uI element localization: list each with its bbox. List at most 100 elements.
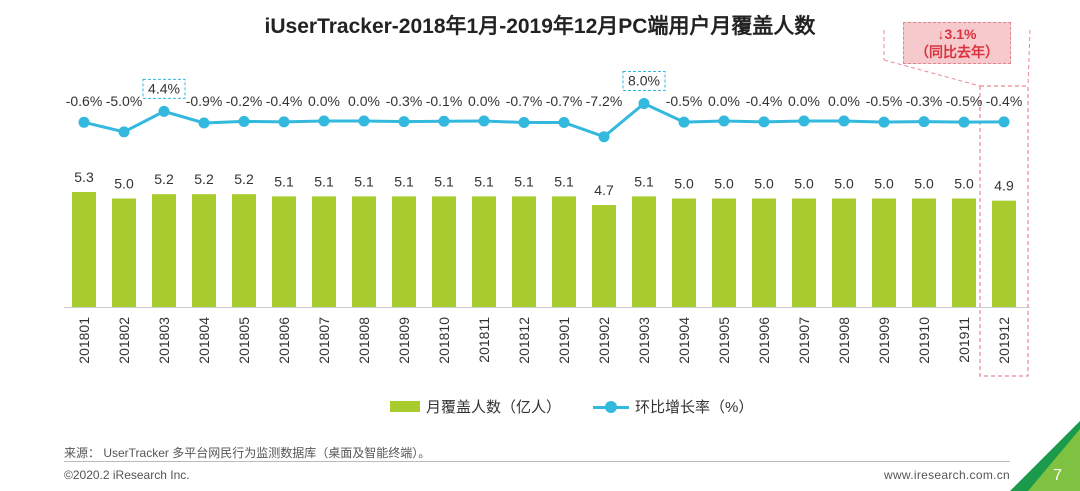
bar-label-201910: 5.0 <box>914 176 934 192</box>
growth-label-201801: -0.6% <box>66 93 103 109</box>
bar-label-201804: 5.2 <box>194 171 214 187</box>
highlight-label-box-201803 <box>142 78 186 99</box>
growth-point-201912 <box>998 116 1010 128</box>
growth-point-201903 <box>638 98 650 110</box>
growth-point-201908 <box>838 115 850 127</box>
bar-label-201903: 5.1 <box>634 173 654 189</box>
bar-label-201803: 5.2 <box>154 171 174 187</box>
category-label-201804: 201804 <box>196 317 212 364</box>
growth-label-201903: 8.0% <box>628 73 660 89</box>
bar-201903 <box>632 196 656 307</box>
bar-label-201911: 5.0 <box>954 176 974 192</box>
bar-201808 <box>352 196 376 307</box>
category-label-201801: 201801 <box>76 317 92 364</box>
category-label-201909: 201909 <box>876 317 892 364</box>
category-label-201905: 201905 <box>716 317 732 364</box>
growth-label-201912: -0.4% <box>986 93 1023 109</box>
legend-bar-label: 月覆盖人数（亿人） <box>426 399 562 416</box>
growth-label-201803: 4.4% <box>148 80 180 96</box>
bar-201912 <box>992 200 1016 307</box>
bar-label-201801: 5.3 <box>74 169 94 185</box>
category-label-201811: 201811 <box>476 317 492 363</box>
growth-point-201901 <box>558 117 570 129</box>
highlight-box <box>979 85 1029 377</box>
growth-point-201806 <box>278 116 290 128</box>
bar-label-201810: 5.1 <box>434 173 454 189</box>
category-label-201904: 201904 <box>676 317 692 364</box>
growth-point-201804 <box>198 117 210 129</box>
growth-point-201801 <box>78 116 90 128</box>
category-label-201901: 201901 <box>556 317 572 364</box>
category-label-201802: 201802 <box>116 317 132 364</box>
bar-201907 <box>792 198 816 307</box>
growth-point-201808 <box>358 115 370 127</box>
category-label-201807: 201807 <box>316 317 332 364</box>
bar-label-201811: 5.1 <box>474 173 494 189</box>
growth-point-201909 <box>878 116 890 128</box>
yoy-callout-value: ↓3.1% <box>937 26 977 42</box>
legend-line-label: 环比增长率（%） <box>635 399 754 416</box>
growth-point-201802 <box>118 126 130 138</box>
yoy-callout-label: （同比去年） <box>915 44 999 60</box>
bar-201905 <box>712 198 736 307</box>
growth-label-201810: -0.1% <box>426 93 463 109</box>
bar-label-201805: 5.2 <box>234 171 254 187</box>
highlight-connector <box>1027 29 1031 87</box>
growth-point-201906 <box>758 116 770 128</box>
bar-label-201907: 5.0 <box>794 176 814 192</box>
bar-label-201812: 5.1 <box>514 173 534 189</box>
growth-label-201905: 0.0% <box>708 93 740 109</box>
bar-label-201904: 5.0 <box>674 176 694 192</box>
chart-legend: 月覆盖人数（亿人） 环比增长率（%） <box>390 396 753 417</box>
bar-201805 <box>232 194 256 307</box>
category-label-201907: 201907 <box>796 317 812 364</box>
bar-201807 <box>312 196 336 307</box>
bar-201901 <box>552 196 576 307</box>
category-label-201810: 201810 <box>436 317 452 364</box>
category-label-201910: 201910 <box>916 317 932 364</box>
growth-point-201905 <box>718 115 730 127</box>
growth-point-201812 <box>518 117 530 129</box>
bar-201811 <box>472 196 496 307</box>
growth-point-201904 <box>678 116 690 128</box>
footer-divider <box>64 461 1010 462</box>
bar-label-201802: 5.0 <box>114 176 134 192</box>
bar-201810 <box>432 196 456 307</box>
chart-title: iUserTracker-2018年1月-2019年12月PC端用户月覆盖人数 <box>264 15 816 38</box>
bar-201809 <box>392 196 416 307</box>
growth-label-201908: 0.0% <box>828 93 860 109</box>
highlight-connector <box>883 59 981 87</box>
category-label-201808: 201808 <box>356 317 372 364</box>
category-label-201902: 201902 <box>596 317 612 364</box>
growth-label-201804: -0.9% <box>186 93 223 109</box>
corner-decoration <box>1010 421 1080 491</box>
category-label-201812: 201812 <box>516 317 532 364</box>
bar-201812 <box>512 196 536 307</box>
website-link[interactable]: www.iresearch.com.cn <box>884 468 1011 482</box>
bar-label-201912: 4.9 <box>994 178 1014 194</box>
growth-point-201810 <box>438 115 450 127</box>
growth-point-201907 <box>798 115 810 127</box>
bar-label-201806: 5.1 <box>274 173 294 189</box>
growth-label-201901: -0.7% <box>546 93 583 109</box>
bar-201910 <box>912 198 936 307</box>
bar-201804 <box>192 194 216 307</box>
growth-point-201910 <box>918 116 930 128</box>
category-label-201912: 201912 <box>996 317 1012 364</box>
growth-label-201906: -0.4% <box>746 93 783 109</box>
growth-label-201807: 0.0% <box>308 93 340 109</box>
growth-label-201806: -0.4% <box>266 93 303 109</box>
growth-point-201809 <box>398 116 410 128</box>
bar-label-201906: 5.0 <box>754 176 774 192</box>
growth-point-201902 <box>598 131 610 143</box>
category-label-201806: 201806 <box>276 317 292 364</box>
growth-point-201803 <box>158 105 170 117</box>
growth-label-201808: 0.0% <box>348 93 380 109</box>
growth-label-201812: -0.7% <box>506 93 543 109</box>
legend-bar-swatch <box>390 401 420 412</box>
yoy-callout: ↓3.1% （同比去年） <box>903 22 1011 64</box>
category-label-201903: 201903 <box>636 317 652 364</box>
growth-label-201809: -0.3% <box>386 93 423 109</box>
growth-label-201907: 0.0% <box>788 93 820 109</box>
